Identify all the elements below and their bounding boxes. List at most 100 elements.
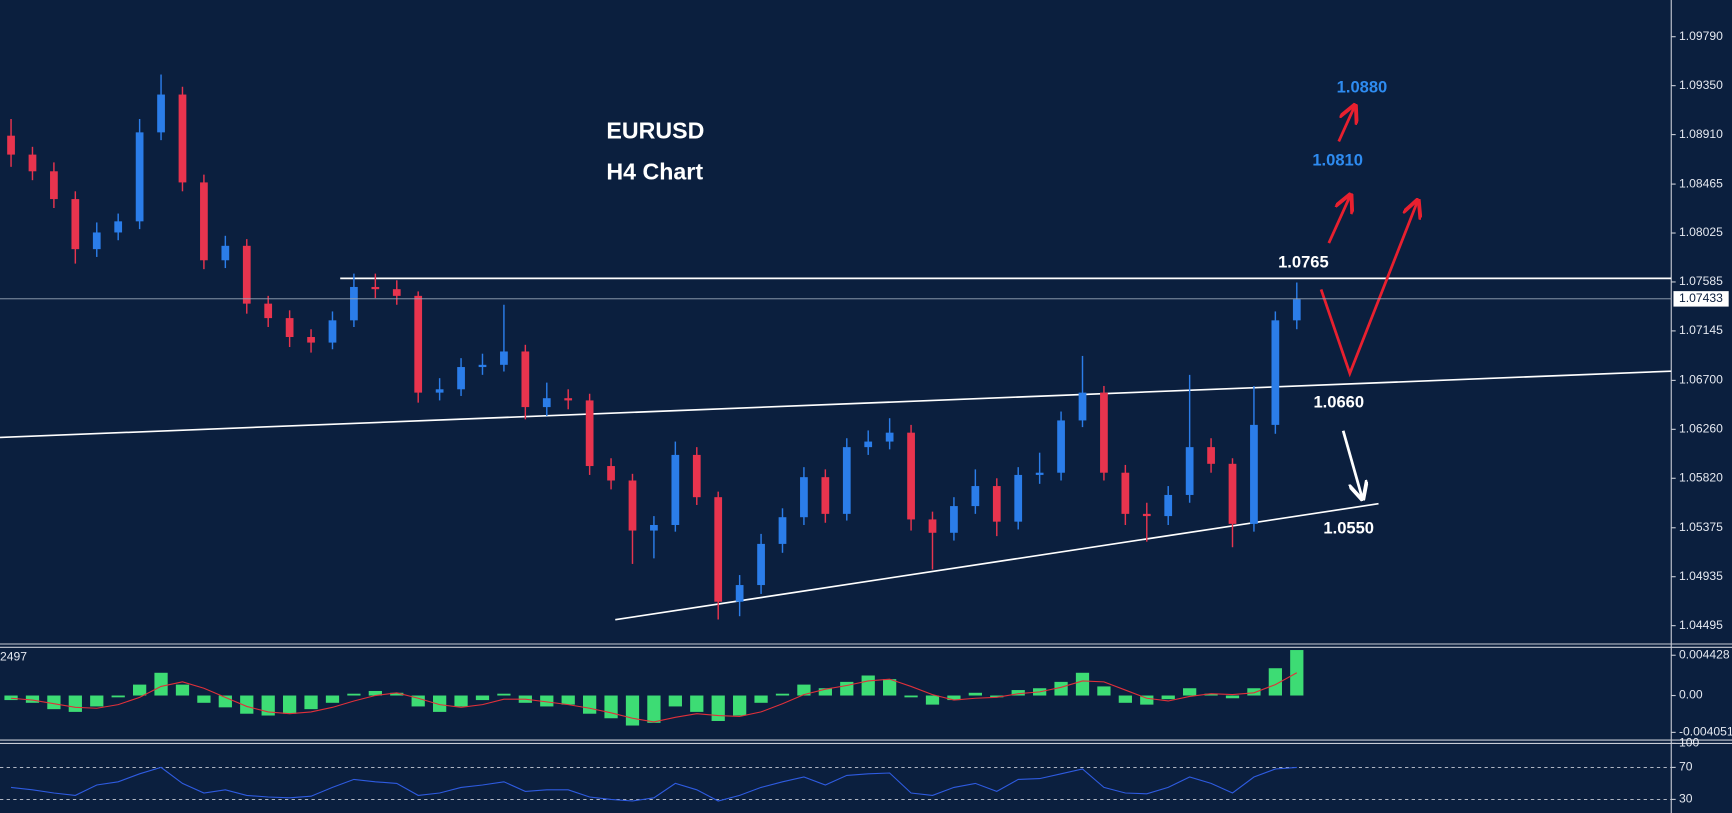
histogram-bar [797, 684, 811, 696]
histogram-bar [390, 692, 404, 696]
candle-body [735, 585, 744, 602]
candle-body [178, 94, 187, 183]
candle-body [1121, 472, 1130, 514]
candle-body [392, 289, 401, 296]
histogram-bar [711, 695, 725, 721]
histogram-bar [1225, 695, 1240, 699]
histogram-bar [4, 695, 18, 701]
signal-line [10, 672, 1298, 723]
histogram-bar [754, 695, 768, 703]
arrow [1337, 107, 1354, 142]
y-tick-label: 1.07145 [1679, 323, 1723, 337]
y-tick-label: 30 [1679, 792, 1693, 806]
level-label: 1.0765 [1278, 252, 1329, 271]
histogram-bar [47, 695, 61, 710]
histogram-bar [625, 695, 640, 726]
candle-body [1292, 299, 1301, 321]
histogram-bar [818, 688, 832, 696]
chart-subtitle: H4 Chart [606, 159, 703, 185]
y-tick-label: 1.05820 [1679, 470, 1723, 484]
candle-body [992, 486, 1001, 522]
candle-body [564, 398, 573, 401]
candle-body [842, 447, 851, 514]
candle-body [671, 454, 680, 525]
histogram-bar [904, 695, 918, 698]
histogram-bar [990, 695, 1004, 698]
candle-body [264, 303, 273, 319]
candle-body [1228, 463, 1237, 524]
candle-body [650, 524, 658, 531]
y-tick-label: 1.04495 [1679, 618, 1723, 632]
histogram-bar [1183, 688, 1197, 696]
candle-body [350, 286, 358, 321]
level-label: 1.0660 [1313, 393, 1364, 412]
histogram-bar [25, 695, 40, 703]
candle-body [607, 466, 615, 481]
candle-body [1100, 392, 1108, 473]
candle-body [435, 389, 444, 393]
candle-body [521, 351, 530, 408]
histogram-bar [368, 690, 382, 696]
histogram-bar [68, 695, 82, 712]
candle-body [242, 245, 251, 304]
histogram-bar [1268, 668, 1282, 696]
histogram-bar [883, 679, 897, 696]
candle-body [1142, 513, 1151, 517]
histogram-bar [154, 672, 168, 696]
candle-body [1014, 474, 1023, 522]
candle-body [135, 132, 144, 222]
candle-body [114, 221, 123, 233]
candle-body [28, 154, 37, 172]
candle-body [200, 182, 208, 261]
histogram-bar [433, 695, 447, 712]
candle-body [92, 232, 101, 250]
histogram-bar [647, 695, 661, 723]
histogram-bar [1118, 695, 1132, 703]
candle-body [821, 477, 830, 514]
histogram-bar [411, 695, 425, 707]
histogram-bar [840, 681, 854, 696]
arrow [1327, 197, 1350, 244]
histogram-bar [925, 695, 940, 705]
candle-body [864, 441, 873, 448]
trend-line [0, 370, 1672, 439]
y-tick-label: 1.07585 [1679, 274, 1723, 288]
indicator-line [10, 766, 1297, 802]
candle-body [500, 351, 508, 365]
y-tick-label: 70 [1679, 760, 1693, 774]
histogram-bar [1054, 681, 1068, 696]
candle-body [542, 398, 551, 408]
y-tick-label: 0.004428 [1679, 647, 1730, 661]
histogram-bar [1011, 690, 1025, 696]
histogram-bar [282, 695, 297, 714]
histogram-bar [861, 675, 875, 696]
histogram-bar [347, 693, 361, 696]
y-tick-label: 1.08910 [1679, 127, 1723, 141]
candle-body [1078, 392, 1087, 421]
candle-body [50, 171, 58, 200]
candle-body [907, 432, 915, 520]
histogram-bar [475, 695, 490, 701]
histogram-bar [540, 695, 554, 707]
histogram-bar [497, 693, 511, 696]
histogram-bar [454, 695, 468, 707]
histogram-bar [583, 695, 597, 714]
histogram-bar [733, 695, 747, 716]
candle-body [1035, 472, 1044, 475]
histogram-bar [968, 692, 982, 696]
candle-body [478, 364, 487, 368]
candle-body [1250, 424, 1258, 524]
candle-body [1164, 494, 1173, 517]
histogram-bar [1204, 693, 1218, 696]
candle-body [71, 199, 80, 250]
histogram-bar [218, 695, 232, 708]
y-tick-label: 1.09790 [1679, 29, 1723, 43]
candle-body [1057, 420, 1065, 473]
histogram-bar [690, 695, 704, 712]
histogram-bar [240, 695, 254, 714]
candle-body [928, 519, 937, 533]
histogram-bar [132, 684, 147, 696]
candle-body [157, 94, 165, 133]
